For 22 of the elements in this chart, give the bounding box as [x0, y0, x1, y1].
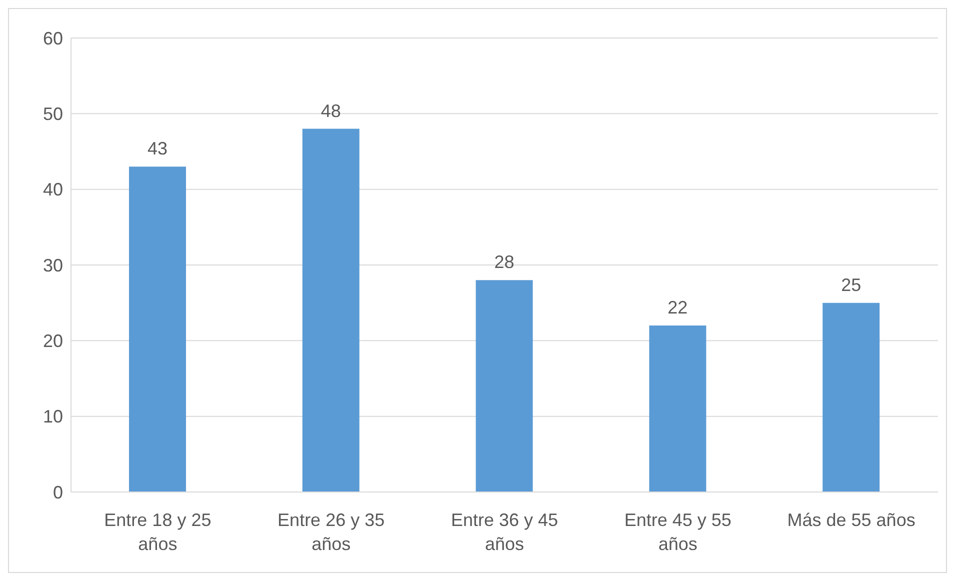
- bar: [822, 302, 880, 492]
- y-tick-label: 40: [42, 180, 63, 200]
- x-tick-label: Entre 36 y 45 años: [450, 510, 558, 554]
- x-tick-label: Entre 26 y 35 años: [278, 510, 385, 554]
- bar: [476, 280, 533, 492]
- y-tick-label: 20: [42, 331, 63, 352]
- data-label: 25: [841, 274, 862, 295]
- bar: [129, 166, 186, 492]
- data-label: 43: [147, 138, 168, 159]
- data-label: 48: [320, 100, 341, 121]
- y-tick-label: 50: [42, 104, 63, 124]
- x-tick-label: Más de 55 años: [787, 510, 916, 530]
- bar: [649, 326, 706, 492]
- data-label: 22: [668, 298, 688, 318]
- y-tick-label: 10: [42, 406, 63, 427]
- bar: [302, 128, 360, 492]
- x-tick-label: Entre 45 y 55 años: [624, 510, 732, 554]
- data-label: 28: [494, 252, 514, 272]
- x-tick-label: Entre 18 y 25 años: [104, 510, 212, 554]
- y-tick-label: 60: [42, 28, 63, 48]
- y-tick-label: 0: [52, 482, 63, 502]
- y-tick-label: 30: [42, 255, 63, 276]
